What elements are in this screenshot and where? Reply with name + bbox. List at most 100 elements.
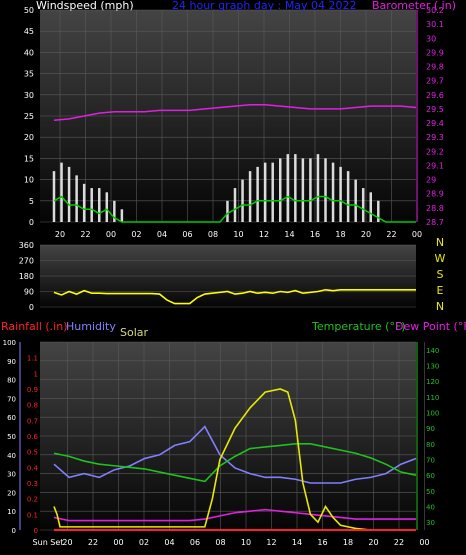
- barometer-tick: 29.9: [426, 48, 444, 57]
- temperature-tick: 100: [426, 410, 439, 418]
- temp-x-tick: 22: [394, 538, 404, 547]
- wind-series: [52, 103, 417, 223]
- windspeed-axis: 0 5 10 15 20 25 30 35 40 45 50: [24, 6, 34, 227]
- temperature-tick: 30: [426, 519, 435, 527]
- temp-x-tick: 04: [164, 538, 174, 547]
- windspeed-tick: 40: [24, 48, 34, 57]
- wind-x-tick: 12: [259, 230, 269, 239]
- wind-x-tick: 04: [157, 230, 167, 239]
- temperature-tick: 110: [426, 394, 439, 402]
- barometer-tick: 29.5: [426, 105, 444, 114]
- rainfall-tick: 0.5: [27, 449, 38, 457]
- temp-x-tick: 06: [190, 538, 200, 547]
- humidity-line: [53, 425, 417, 484]
- temperature-tick: 130: [426, 363, 439, 371]
- humidity-label: Humidity: [66, 320, 116, 333]
- windspeed-label: Windspeed (mph): [36, 0, 134, 12]
- barometer-tick: 29.8: [426, 63, 444, 72]
- temperature-tick: 70: [426, 457, 435, 465]
- humidity-tick: 100: [3, 339, 16, 347]
- temperature-tick: 40: [426, 504, 435, 512]
- wind-x-tick: 08: [208, 230, 218, 239]
- wind-x-tick: 22: [80, 230, 90, 239]
- humidity-tick: 0: [12, 527, 16, 535]
- windspeed-tick: 20: [24, 133, 34, 142]
- temperature-label: Temperature (°F): [311, 320, 406, 333]
- rainfall-tick: 0.1: [27, 511, 38, 519]
- wind-x-tick: 00: [106, 230, 116, 239]
- wind-barometer-panel: Windspeed (mph) 24 hour graph day : May …: [24, 0, 456, 239]
- humidity-tick: 90: [7, 358, 16, 366]
- chart-title: 24 hour graph day : May 04 2022: [172, 0, 357, 12]
- barometer-tick: 29.6: [426, 91, 444, 100]
- temp-x-tick: 00: [419, 538, 429, 547]
- humidity-tick: 30: [7, 471, 16, 479]
- temp-series: [53, 388, 417, 531]
- temp-x-tick: 14: [292, 538, 302, 547]
- wind-grid: [40, 9, 418, 223]
- rainfall-tick: 0.9: [27, 386, 38, 394]
- compass-label: S: [437, 268, 444, 281]
- winddir-tick: 0: [29, 303, 34, 312]
- wind-x-tick: 14: [284, 230, 294, 239]
- solar-line: [53, 388, 416, 531]
- windspeed-tick: 50: [24, 6, 34, 15]
- barometer-tick: 28.9: [426, 190, 444, 199]
- windspeed-tick: 15: [24, 154, 34, 163]
- compass-label: E: [437, 284, 444, 297]
- rainfall-tick: 0.8: [27, 402, 38, 410]
- barometer-tick: 28.7: [426, 218, 444, 227]
- rainfall-tick: 0.7: [27, 417, 38, 425]
- temp-x-tick: 20: [62, 538, 72, 547]
- humidity-tick: 60: [7, 414, 16, 422]
- temp-x-tick: 22: [88, 538, 98, 547]
- temp-y-axes: 0 10 20 30 40 50 60 70 80 90 100 0 0.1 0.2 0.3 0.4 0.5 0.…: [3, 339, 440, 535]
- barometer-tick: 29: [426, 176, 436, 185]
- compass-label: N: [436, 300, 444, 313]
- winddir-tick: 180: [19, 272, 34, 281]
- windspeed-tick: 30: [24, 91, 34, 100]
- rainfall-tick: 1: [34, 370, 38, 378]
- dew-point-line: [53, 508, 416, 522]
- barometer-label: Barometer (.in): [372, 0, 456, 12]
- temp-x-tick: Sun Set: [33, 538, 64, 547]
- wind-x-tick: 06: [182, 230, 192, 239]
- winddir-axis: 0 90 180 270 360: [19, 241, 34, 312]
- wind-speed-line: [53, 195, 416, 223]
- rainfall-tick: 0.2: [27, 496, 38, 504]
- wind-x-axis: 20 22 00 02 04 06 08 10 12 14 16 18 20 22 00: [55, 230, 422, 239]
- temp-grid: [40, 341, 425, 531]
- temperature-tick: 80: [426, 441, 435, 449]
- rainfall-tick: 0: [34, 527, 38, 535]
- temperature-tick: 120: [426, 378, 439, 386]
- temp-x-tick: 08: [215, 538, 225, 547]
- barometer-tick: 29.3: [426, 133, 444, 142]
- temp-x-tick: 16: [317, 538, 327, 547]
- barometer-tick: 29.7: [426, 77, 444, 86]
- temp-x-tick: 10: [241, 538, 251, 547]
- winddir-line: [53, 288, 416, 305]
- windspeed-tick: 10: [24, 176, 34, 185]
- windspeed-tick: 45: [24, 27, 34, 36]
- wind-x-tick: 02: [131, 230, 141, 239]
- temperature-tick: 140: [426, 347, 439, 355]
- wind-x-tick: 18: [335, 230, 345, 239]
- compass-label: W: [435, 252, 446, 265]
- wind-x-tick: 22: [386, 230, 396, 239]
- barometer-tick: 29.4: [426, 119, 444, 128]
- barometer-tick: 30: [426, 34, 436, 43]
- wind-x-tick: 20: [55, 230, 65, 239]
- winddir-tick: 360: [19, 241, 34, 250]
- temp-x-tick: 20: [368, 538, 378, 547]
- humidity-tick: 50: [7, 433, 16, 441]
- winddir-series: [53, 288, 416, 305]
- barometer-axis: 28.7 28.8 28.9 29 29.1 29.2 29.3 29.4 29.5 29.6 29…: [416, 6, 444, 227]
- barometer-tick: 30.2: [426, 6, 444, 15]
- wind-x-tick: 16: [310, 230, 320, 239]
- winddir-tick: 90: [24, 288, 34, 297]
- barometer-tick: 29.1: [426, 161, 444, 170]
- windspeed-tick: 25: [24, 112, 34, 121]
- humidity-tick: 70: [7, 395, 16, 403]
